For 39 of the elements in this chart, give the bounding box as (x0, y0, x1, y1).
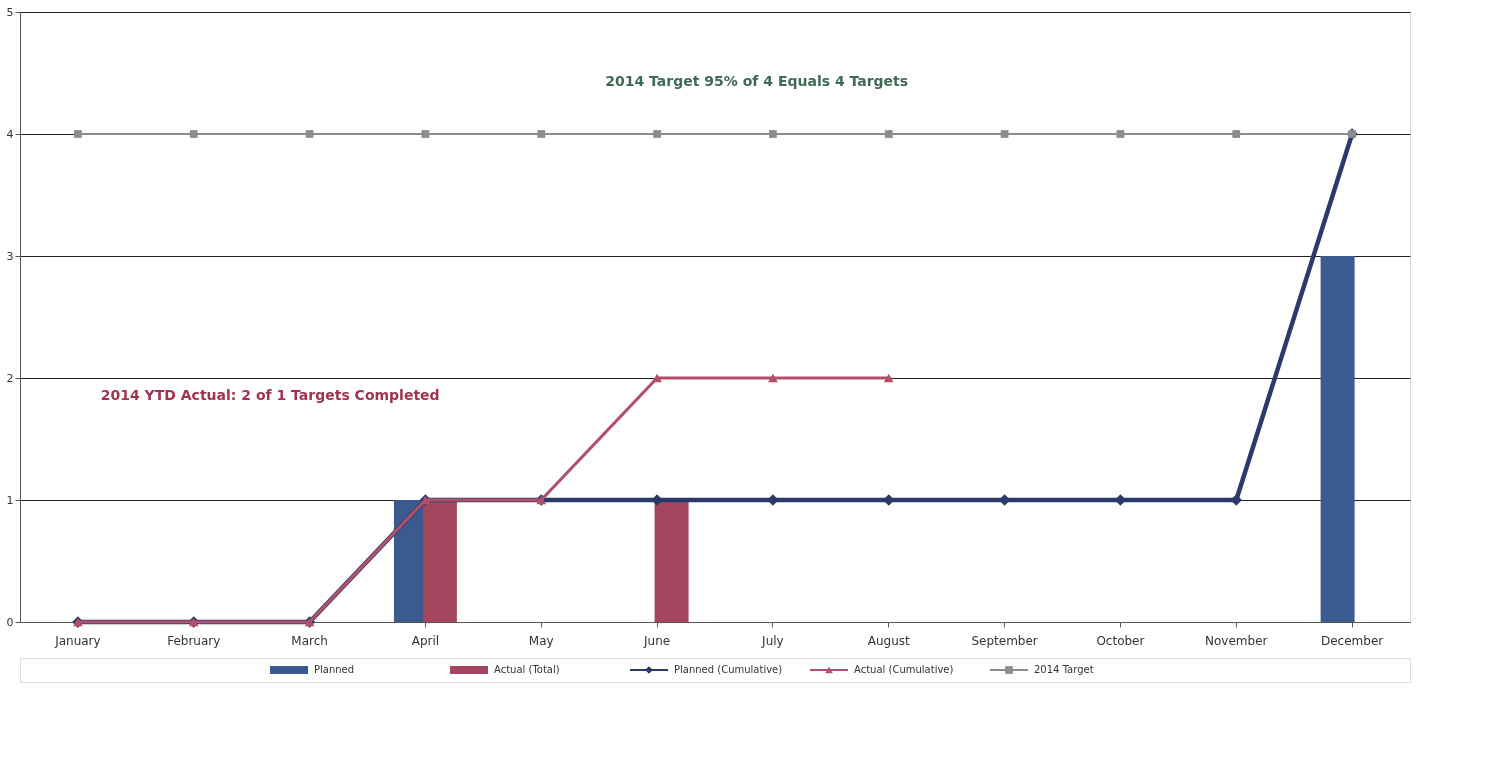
point (537, 130, 546, 138)
x-tick-label: June (643, 633, 671, 648)
x-tick-label: September (971, 633, 1038, 648)
legend-label: 2014 Target (1034, 664, 1094, 675)
point (189, 130, 198, 138)
point (1000, 130, 1009, 138)
point (1232, 130, 1241, 138)
y-tick-label: 0 (6, 615, 14, 629)
legend-label: Planned (314, 664, 355, 675)
x-tick-label: December (1320, 633, 1384, 648)
point (74, 130, 82, 138)
legend-label: Actual (Total) (494, 664, 560, 675)
x-tick-label: April (411, 633, 440, 648)
x-tick-label: October (1096, 633, 1145, 648)
x-tick-label: August (867, 633, 911, 648)
annotation: 2014 YTD Actual: 2 of 1 Targets Completed (100, 387, 440, 404)
point (421, 130, 430, 138)
x-tick-label: July (761, 633, 784, 648)
point (768, 373, 778, 383)
x-tick-label: March (291, 633, 328, 648)
x-tick-label: November (1205, 633, 1268, 648)
point (652, 373, 662, 383)
legend-label: Planned (Cumulative) (674, 664, 783, 675)
point (769, 130, 777, 138)
legend-label: Actual (Cumulative) (854, 664, 954, 675)
x-tick-label: May (528, 633, 554, 648)
point (653, 130, 661, 138)
y-tick-label: 5 (6, 5, 14, 19)
y-tick-label: 3 (6, 249, 14, 263)
y-tick-label: 4 (6, 127, 14, 141)
y-tick-label: 1 (6, 493, 14, 507)
point (883, 373, 894, 383)
y-tick-label: 2 (6, 371, 14, 385)
point (884, 130, 893, 138)
x-tick-label: January (54, 633, 101, 648)
x-tick-label: February (167, 633, 221, 648)
point (1116, 130, 1125, 138)
annotation: 2014 Target 95% of 4 Equals 4 Targets (605, 73, 909, 90)
point (305, 130, 314, 138)
